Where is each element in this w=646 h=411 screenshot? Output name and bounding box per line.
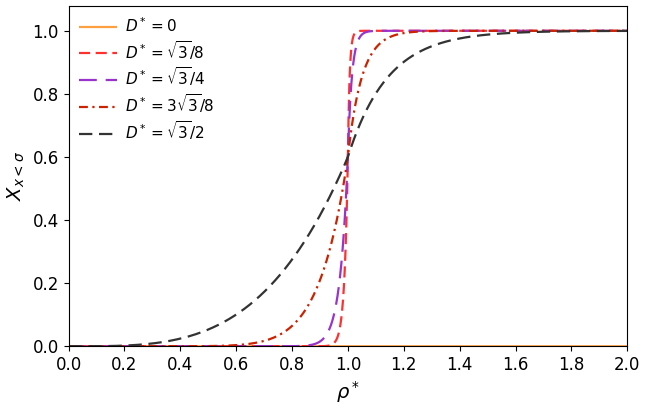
$D^* = \sqrt{3}/4$ xyxy=(67,344,75,349)
Line: $D^* = \sqrt{3}/2$: $D^* = \sqrt{3}/2$ xyxy=(68,31,627,346)
$D^* = \sqrt{3}/2$ xyxy=(67,344,75,349)
Line: $D^* = \sqrt{3}/8$: $D^* = \sqrt{3}/8$ xyxy=(68,31,627,346)
$D^* = 0$ xyxy=(65,344,72,349)
$D^* = 0$ xyxy=(623,344,631,349)
Legend: $D^* = 0$, $D^* = \sqrt{3}/8$, $D^* = \sqrt{3}/4$, $D^* = 3\sqrt{3}/8$, $D^* = \: $D^* = 0$, $D^* = \sqrt{3}/8$, $D^* = \s… xyxy=(73,10,220,148)
$D^* = 0$ xyxy=(67,344,75,349)
Line: $D^* = \sqrt{3}/4$: $D^* = \sqrt{3}/4$ xyxy=(68,31,627,346)
$D^* = \sqrt{3}/4$ xyxy=(98,344,106,349)
$D^* = \sqrt{3}/8$ xyxy=(594,28,601,33)
$D^* = \sqrt{3}/2$ xyxy=(338,169,346,174)
$D^* = \sqrt{3}/2$ xyxy=(98,344,106,349)
$D^* = 3\sqrt{3}/8$ xyxy=(88,344,96,349)
$D^* = \sqrt{3}/8$ xyxy=(408,28,415,33)
$D^* = \sqrt{3}/8$ xyxy=(98,344,106,349)
X-axis label: $\rho^*$: $\rho^*$ xyxy=(336,379,360,405)
$D^* = 3\sqrt{3}/8$ xyxy=(594,28,601,33)
$D^* = \sqrt{3}/4$ xyxy=(338,258,346,263)
$D^* = \sqrt{3}/4$ xyxy=(65,344,72,349)
$D^* = 3\sqrt{3}/8$ xyxy=(98,344,106,349)
$D^* = 0$ xyxy=(594,344,601,349)
$D^* = \sqrt{3}/8$ xyxy=(623,28,631,33)
$D^* = \sqrt{3}/8$ xyxy=(88,344,96,349)
$D^* = \sqrt{3}/8$ xyxy=(174,344,182,349)
$D^* = 3\sqrt{3}/8$ xyxy=(338,193,346,198)
$D^* = \sqrt{3}/2$ xyxy=(594,29,601,34)
$D^* = \sqrt{3}/4$ xyxy=(174,344,182,349)
$D^* = \sqrt{3}/4$ xyxy=(490,28,497,33)
$D^* = \sqrt{3}/2$ xyxy=(88,344,96,349)
$D^* = \sqrt{3}/8$ xyxy=(65,344,72,349)
$D^* = \sqrt{3}/2$ xyxy=(623,28,631,33)
$D^* = \sqrt{3}/4$ xyxy=(88,344,96,349)
Y-axis label: $X_{x<\sigma}$: $X_{x<\sigma}$ xyxy=(6,151,27,201)
$D^* = 0$ xyxy=(174,344,182,349)
$D^* = 3\sqrt{3}/8$ xyxy=(174,344,182,349)
$D^* = 0$ xyxy=(338,344,346,349)
$D^* = 0$ xyxy=(98,344,106,349)
$D^* = 3\sqrt{3}/8$ xyxy=(67,344,75,349)
$D^* = 0$ xyxy=(88,344,96,349)
$D^* = \sqrt{3}/8$ xyxy=(338,313,346,318)
Line: $D^* = 3\sqrt{3}/8$: $D^* = 3\sqrt{3}/8$ xyxy=(68,31,627,346)
$D^* = 3\sqrt{3}/8$ xyxy=(65,344,72,349)
$D^* = \sqrt{3}/4$ xyxy=(594,28,601,33)
$D^* = \sqrt{3}/2$ xyxy=(174,337,182,342)
$D^* = \sqrt{3}/2$ xyxy=(65,344,72,349)
$D^* = \sqrt{3}/8$ xyxy=(67,344,75,349)
$D^* = 3\sqrt{3}/8$ xyxy=(623,28,631,33)
$D^* = \sqrt{3}/4$ xyxy=(623,28,631,33)
